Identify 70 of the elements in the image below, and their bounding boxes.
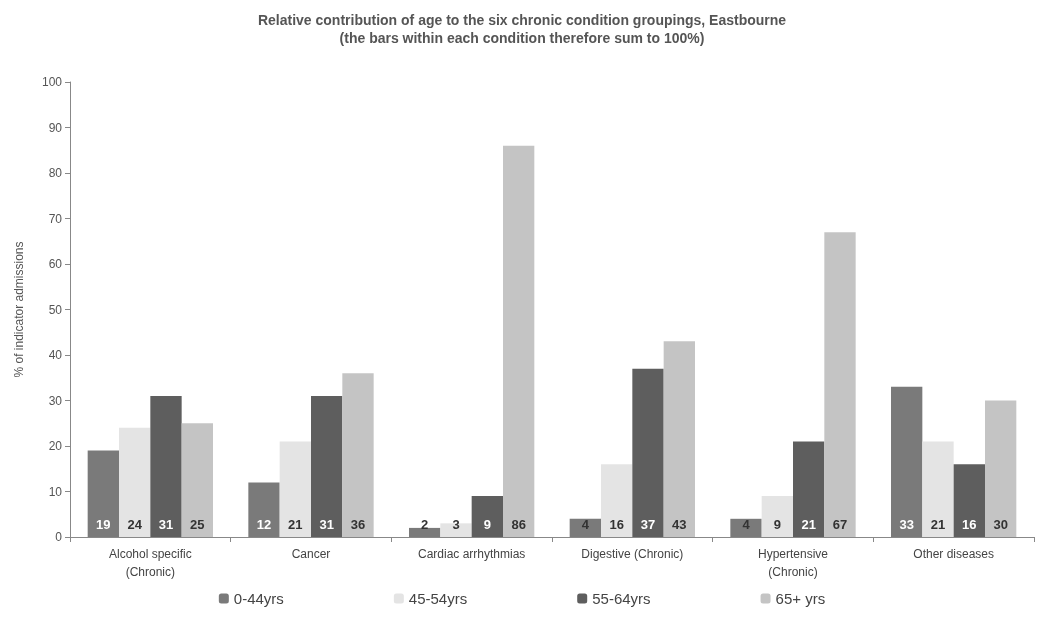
bar: [953, 464, 985, 537]
data-label: 16: [609, 517, 624, 532]
legend-label: 45-54yrs: [408, 590, 468, 607]
y-tick-label: 60: [48, 257, 63, 271]
data-label: 37: [640, 517, 656, 532]
data-label: 31: [319, 517, 334, 532]
x-tick-label: Digestive (Chronic): [581, 547, 684, 561]
chart-title: Relative contribution of age to the six chronic condition groupings, Eastbourne: [257, 12, 787, 28]
data-label: 25: [190, 517, 205, 532]
x-tick-label: Cardiac arrhythmias: [417, 547, 526, 561]
data-label: 24: [127, 517, 143, 532]
bar: [503, 145, 535, 537]
bar: [181, 423, 213, 537]
bar: [922, 441, 954, 537]
data-label: 12: [256, 517, 272, 532]
data-label: 19: [96, 517, 111, 532]
y-tick-label: 10: [48, 484, 63, 499]
y-tick-label: 70: [48, 211, 63, 226]
x-tick-label: Cancer: [291, 547, 331, 561]
bar: [569, 518, 601, 537]
y-tick-label: 40: [48, 348, 63, 362]
bar: [793, 441, 825, 537]
x-tick-label: Alcohol specific (Chronic): [108, 547, 192, 579]
data-label: 16: [962, 517, 977, 532]
data-label: 21: [288, 517, 303, 532]
bar: [279, 441, 311, 537]
y-tick-label: 100: [41, 75, 63, 89]
data-label: 9: [773, 517, 781, 532]
x-tick-label: Hypertensive (Chronic): [757, 547, 829, 579]
legend-label: 0-44yrs: [233, 590, 284, 607]
bar: [471, 496, 503, 537]
data-label: 36: [350, 517, 366, 532]
bar: [409, 527, 441, 537]
data-label: 21: [930, 517, 946, 532]
y-tick-label: 50: [48, 302, 63, 317]
bar: [761, 496, 793, 537]
y-tick-label: 30: [48, 393, 63, 408]
data-label: 4: [742, 517, 751, 532]
bar: [632, 368, 664, 537]
legend-label: 65+ yrs: [775, 590, 826, 607]
bar: [985, 400, 1017, 537]
y-tick-label: 0: [55, 530, 63, 544]
data-label: 86: [511, 517, 526, 532]
bar: [601, 464, 633, 537]
y-tick-label: 80: [48, 166, 63, 180]
chart-subtitle: (the bars within each condition therefore sum to 100%): [339, 30, 705, 46]
bar: [87, 450, 119, 537]
x-tick-label: Other diseases: [913, 547, 995, 561]
bar: [824, 232, 856, 537]
data-label: 4: [581, 517, 590, 532]
bar: [730, 518, 762, 537]
data-label: 3: [452, 517, 460, 532]
bar: [663, 341, 695, 537]
bar: [248, 482, 280, 537]
bar: [119, 427, 151, 537]
data-label: 31: [158, 517, 174, 532]
bar: [342, 373, 374, 537]
y-tick-label: 20: [48, 439, 63, 453]
bar: [891, 386, 923, 537]
y-tick-label: 90: [48, 120, 63, 135]
y-axis-title: % of indicator admissions: [12, 241, 26, 378]
data-label: 43: [672, 517, 687, 532]
data-label: 30: [993, 517, 1008, 532]
data-label: 67: [832, 517, 848, 532]
data-label: 21: [801, 517, 816, 532]
data-label: 33: [899, 517, 914, 532]
bar: [311, 395, 343, 537]
legend-label: 55-64yrs: [592, 590, 651, 607]
bar: [150, 395, 182, 537]
data-label: 9: [483, 517, 491, 532]
